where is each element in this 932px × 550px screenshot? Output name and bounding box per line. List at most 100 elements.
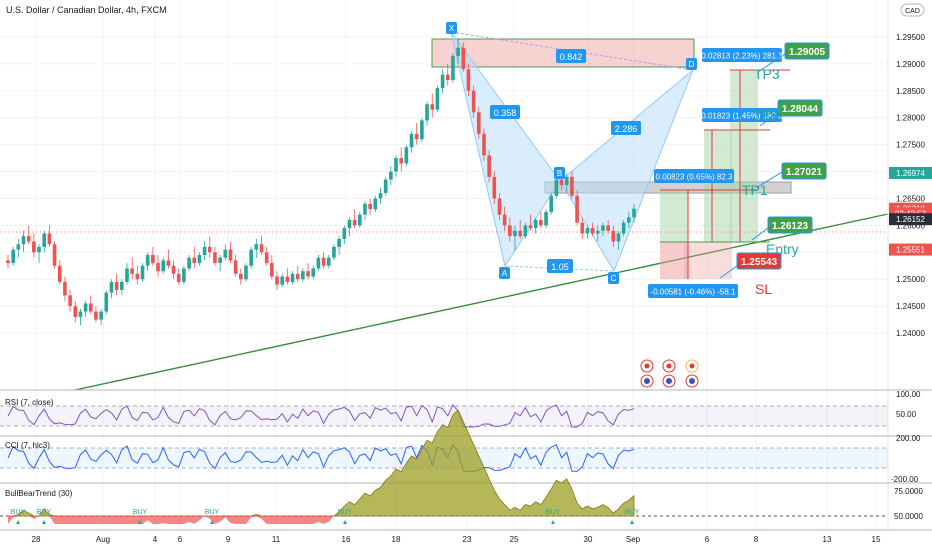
candle: [32, 233, 36, 258]
sl-info-text: -0.00581 (-0.46%) -58.1: [651, 288, 736, 297]
bullbear-negative-area: [8, 516, 634, 524]
candle: [166, 249, 171, 269]
candle: [420, 117, 424, 142]
time-tick-label: 28: [32, 535, 41, 544]
candle: [337, 236, 341, 255]
entry-price-callout[interactable]: 1.26123: [751, 216, 813, 241]
candle: [37, 244, 41, 264]
ratio-label-ac: 1.05: [547, 259, 573, 273]
price-tick-label: 1.29000: [896, 60, 925, 69]
candle: [528, 214, 533, 231]
tp1-price: 1.27021: [786, 167, 823, 178]
candle: [378, 187, 383, 204]
candle: [73, 300, 78, 323]
ratio-text: 0.358: [494, 108, 517, 118]
cci-line: [7, 443, 635, 472]
candle: [595, 225, 600, 242]
price-tick-label: 1.25000: [896, 275, 925, 284]
sl-zone-2[interactable]: [684, 242, 732, 279]
economic-events[interactable]: [640, 359, 699, 388]
candle: [6, 255, 10, 269]
buy-signal: BUY: [133, 509, 148, 516]
candle: [497, 193, 502, 220]
candle: [52, 241, 57, 269]
tp1-label: TP1: [742, 182, 768, 198]
candle: [430, 93, 435, 118]
candle: [476, 106, 481, 140]
buy-signal: BUY: [338, 509, 353, 516]
time-tick-label: 30: [584, 535, 593, 544]
candle: [311, 265, 316, 280]
candle: [414, 123, 419, 145]
candle: [533, 217, 538, 234]
point-a: A: [499, 267, 510, 279]
candle: [187, 255, 191, 272]
price-tick-label: 1.28500: [896, 87, 925, 96]
candle: [363, 201, 367, 220]
candle: [632, 203, 636, 223]
candle: [425, 101, 429, 126]
point-c: C: [608, 272, 619, 284]
candle: [21, 230, 26, 253]
candle: [352, 209, 357, 229]
time-tick-label: 16: [342, 535, 351, 544]
candle: [192, 246, 197, 269]
svg-text:1.25551: 1.25551: [896, 246, 925, 255]
rsi-line: [7, 404, 635, 428]
tp3-price-callout[interactable]: 1.29005: [757, 42, 830, 73]
tp1-info-text: 0.00823 (0.65%) 82.3: [656, 173, 733, 182]
tp2-info: 0.01823 (1.45%) 182.3: [701, 108, 783, 122]
candle: [342, 225, 347, 245]
tp1-price-callout[interactable]: 1.27021: [755, 162, 827, 189]
entry-price: 1.26123: [772, 221, 809, 232]
point-d: D: [686, 58, 697, 70]
candle: [445, 63, 450, 86]
candle: [554, 176, 559, 199]
ratio-label-xd: 0.842: [556, 49, 586, 63]
point-x: X: [446, 22, 457, 34]
candle: [544, 209, 548, 229]
candle: [399, 147, 404, 172]
candle: [94, 306, 98, 323]
candle: [357, 211, 362, 229]
candle: [218, 255, 222, 272]
support-trendline[interactable]: [74, 213, 889, 391]
tp3-label: TP3: [754, 66, 780, 82]
candle: [518, 220, 522, 239]
sl-zone[interactable]: [660, 242, 688, 279]
candle: [156, 255, 160, 277]
point-label: C: [611, 274, 617, 283]
price-tick-label: 1.24500: [896, 302, 925, 311]
candle: [461, 42, 466, 72]
tp-zone-3[interactable]: [730, 70, 758, 242]
time-tick-label: Aug: [96, 535, 110, 544]
candle: [223, 244, 228, 261]
candle: [182, 265, 186, 285]
candle: [280, 273, 285, 288]
candle: [285, 268, 290, 285]
candle: [63, 276, 67, 301]
candle: [316, 255, 321, 272]
candle: [57, 260, 62, 285]
tp-zone-1[interactable]: [660, 190, 688, 242]
candle: [616, 230, 621, 250]
ratio-text: 0.842: [560, 52, 583, 62]
price-tick-label: 1.26000: [896, 221, 925, 230]
currency-badge[interactable]: [900, 3, 925, 17]
bbt-label: BullBearTrend (30): [5, 489, 73, 498]
candle: [120, 279, 124, 296]
sl-price-callout[interactable]: 1.25543: [719, 252, 782, 279]
candle: [68, 290, 72, 312]
buy-signal: BUY: [546, 509, 561, 516]
candle: [326, 255, 331, 269]
price-tag: 1.26974: [889, 166, 932, 179]
tp2-price-callout[interactable]: 1.28044: [759, 99, 823, 127]
candle: [88, 295, 93, 315]
time-tick-label: 6: [178, 535, 183, 544]
time-tick-label: 9: [226, 535, 231, 544]
candle: [42, 230, 47, 253]
tp-zone-2[interactable]: [704, 130, 732, 242]
candle: [11, 246, 15, 266]
candle: [627, 211, 631, 229]
